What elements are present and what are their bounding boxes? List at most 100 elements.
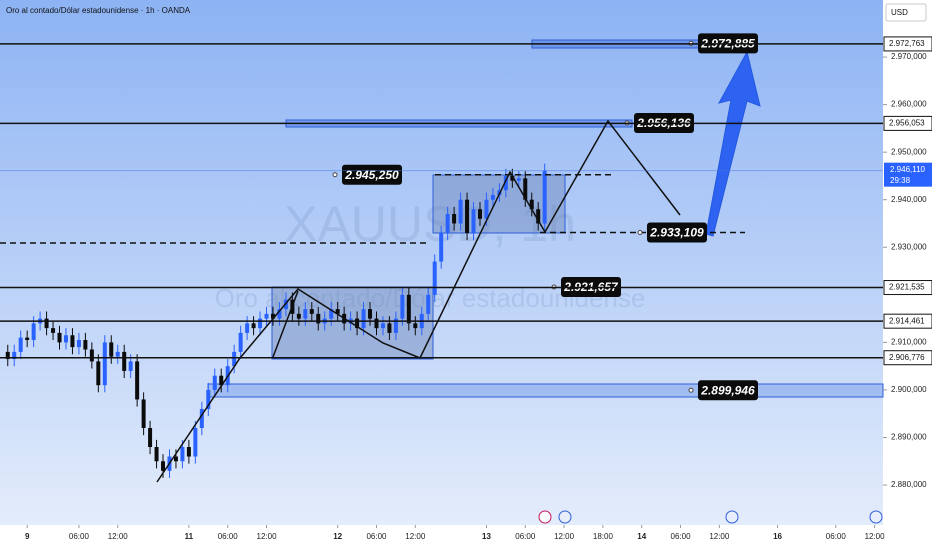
candle-body: [452, 213, 457, 224]
price-axis-background: [883, 0, 932, 550]
candle-body: [193, 427, 198, 457]
candle-body: [361, 309, 366, 329]
candle-body: [135, 361, 140, 400]
price-level-label: 2.921,535: [889, 283, 925, 292]
y-tick-label: 2.890,000: [891, 433, 927, 442]
x-tick-label: 06:00: [515, 532, 536, 541]
price-level-label: 2.972,763: [889, 39, 925, 48]
candle-body: [31, 323, 36, 341]
last-price-label: 2.946,110: [890, 165, 926, 174]
candle-body: [5, 351, 10, 360]
candle-body: [477, 209, 482, 219]
time-axis-background: [0, 525, 883, 550]
candle-body: [270, 313, 275, 319]
candle-body: [12, 351, 17, 360]
candle-body: [490, 194, 495, 200]
candle-body: [484, 199, 489, 219]
callout-anchor: [637, 229, 643, 235]
candle-body: [374, 318, 379, 329]
candle-body: [219, 375, 224, 386]
chart-title: Oro al contado/Dólar estadounidense · 1h…: [6, 6, 191, 15]
x-tick-label: 12:00: [709, 532, 730, 541]
price-level-label: 2.956,053: [889, 118, 925, 127]
candle-body: [115, 351, 120, 357]
candle-body: [510, 175, 515, 181]
x-tick-label: 06:00: [366, 532, 387, 541]
projection-arrow: [705, 50, 761, 237]
x-tick-label: 06:00: [671, 532, 692, 541]
y-tick-label: 2.940,000: [891, 195, 927, 204]
candle-body: [180, 447, 185, 462]
x-tick-label: 18:00: [593, 532, 614, 541]
candle-body: [57, 332, 62, 343]
candle-body: [368, 309, 373, 319]
callout: 2.933,109: [637, 222, 707, 243]
x-tick-label: 9: [25, 532, 30, 541]
x-tick-label: 12: [333, 532, 342, 541]
x-tick-label: 06:00: [69, 532, 90, 541]
candle-body: [141, 399, 146, 428]
x-tick-label: 13: [482, 532, 491, 541]
candle-body: [303, 309, 308, 319]
event-icon: [558, 510, 572, 524]
candle-body: [335, 309, 340, 314]
currency-box[interactable]: [885, 3, 927, 22]
candle-body: [432, 261, 437, 295]
x-tick-label: 12:00: [554, 532, 575, 541]
x-tick-label: 12:00: [405, 532, 426, 541]
y-tick-label: 2.950,000: [891, 147, 927, 156]
candle-body: [44, 318, 49, 329]
candle-body: [70, 335, 75, 348]
candle-body: [542, 170, 547, 224]
callout-label: 2.933,109: [649, 226, 704, 240]
candle-body: [387, 323, 392, 333]
price-level-box: [883, 313, 932, 329]
y-tick-label: 2.900,000: [891, 385, 927, 394]
candle-body: [523, 178, 528, 200]
x-tick-label: 12:00: [257, 532, 278, 541]
x-tick-label: 06:00: [826, 532, 847, 541]
candle-body: [63, 335, 68, 343]
candle-body: [536, 209, 541, 224]
candle-body: [309, 309, 314, 314]
x-tick-label: 12:00: [865, 532, 886, 541]
candle-body: [51, 328, 56, 333]
price-level-label: 2.914,461: [889, 316, 925, 325]
candle-body: [25, 337, 30, 341]
price-level-box: [883, 115, 932, 131]
currency[interactable]: USD: [891, 8, 908, 17]
candle-body: [264, 313, 269, 319]
x-tick-label: 11: [185, 532, 194, 541]
candle-body: [161, 461, 166, 471]
candle-body: [503, 175, 508, 191]
candle-body: [445, 213, 450, 234]
candle-body: [238, 332, 243, 352]
candle-body: [122, 351, 127, 371]
candle-body: [355, 318, 360, 329]
candle-body: [76, 340, 81, 348]
candle-body: [413, 323, 418, 329]
candle-body: [529, 199, 534, 210]
candle-body: [128, 361, 133, 371]
callout-anchor: [332, 172, 338, 178]
price-level-box: [883, 280, 932, 296]
candle-body: [516, 178, 521, 181]
candle-body: [277, 309, 282, 319]
candle-body: [148, 427, 153, 448]
y-tick-label: 2.970,000: [891, 52, 927, 61]
price-level-label: 2.906,776: [889, 353, 925, 362]
callout: 2.945,250: [332, 164, 402, 185]
candle-body: [83, 340, 88, 350]
x-tick-label: 06:00: [218, 532, 239, 541]
candle-body: [18, 337, 23, 352]
y-tick-label: 2.960,000: [891, 100, 927, 109]
callout-box: [698, 380, 758, 401]
candle-body: [199, 408, 204, 428]
candle-body: [212, 375, 217, 390]
y-tick-label: 2.910,000: [891, 338, 927, 347]
candle-body: [102, 342, 107, 386]
candle-body: [109, 342, 114, 357]
candle-body: [245, 323, 250, 333]
